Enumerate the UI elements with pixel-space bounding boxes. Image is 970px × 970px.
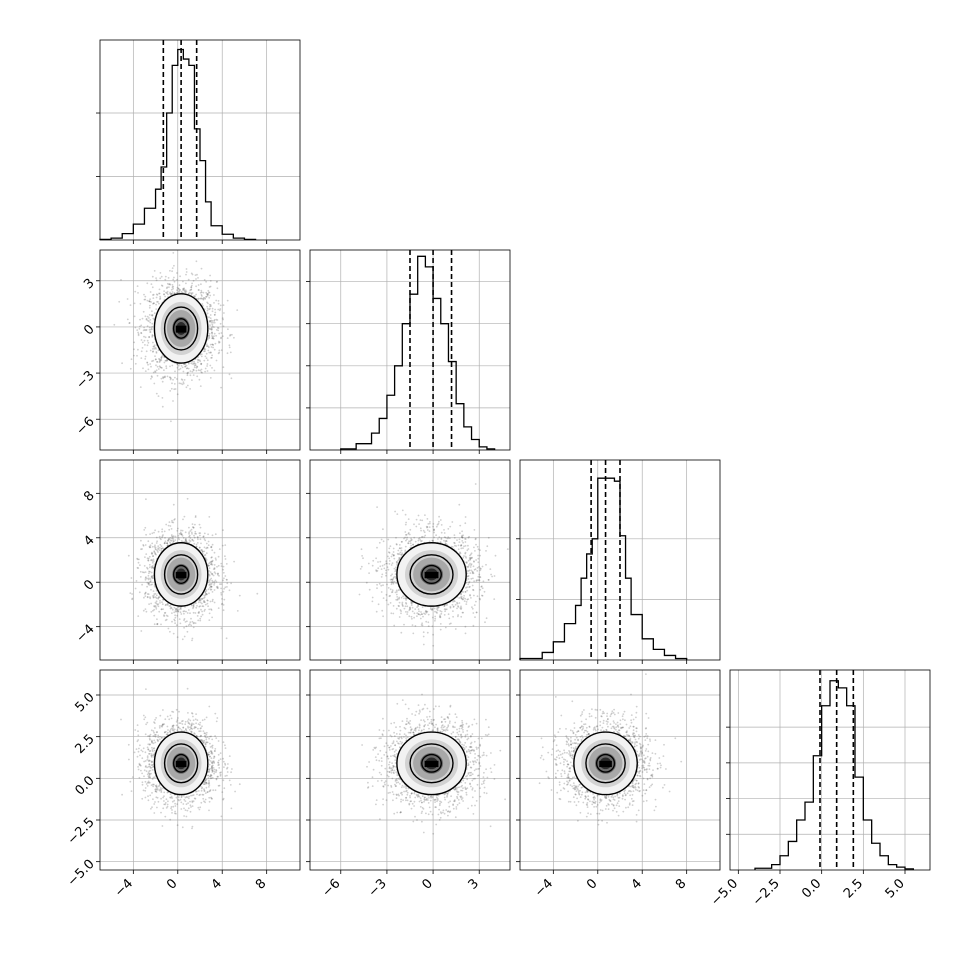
x-tick-label: −2.5 <box>750 876 783 909</box>
scatter-panel-frame <box>309 669 511 871</box>
x-tick-label: 4 <box>629 876 645 892</box>
contour-line <box>573 731 638 796</box>
histogram-step <box>340 255 496 450</box>
y-tick-label: 0.0 <box>72 773 97 798</box>
x-tick-label: 3 <box>466 876 482 892</box>
y-tick-label: 2.5 <box>72 732 97 757</box>
density-core <box>424 571 439 579</box>
contour-line <box>421 753 442 773</box>
scatter-panel-frame <box>519 669 721 871</box>
scatter-panel-frame <box>309 459 511 661</box>
hist-panel-2 <box>306 249 511 454</box>
contour-line <box>585 743 626 784</box>
contour-line <box>421 564 442 585</box>
y-tick-label: 8 <box>81 488 97 504</box>
density-core <box>424 760 439 768</box>
contour-line <box>163 743 199 784</box>
x-tick-label: −6 <box>319 876 343 900</box>
x-tick-label: 8 <box>673 876 689 892</box>
hist-panel-1 <box>96 39 301 244</box>
hist-panel-frame <box>519 459 721 661</box>
scatter-panel-3-1: −4 0 4 8 <box>73 459 301 664</box>
density-core <box>175 325 187 333</box>
contour-line <box>163 554 199 595</box>
scatter-panel-frame <box>99 249 301 451</box>
scatter-panel-frame <box>99 669 301 871</box>
contour-line <box>595 753 616 773</box>
x-tick-label: 4 <box>209 876 225 892</box>
contour-line <box>172 318 190 339</box>
contour-line <box>153 731 209 796</box>
scatter-panel-4-2: −6 −3 0 3 <box>306 669 511 900</box>
x-tick-label: 0 <box>419 876 435 892</box>
y-tick-label: 0 <box>81 322 97 338</box>
contour-line <box>153 542 209 607</box>
x-tick-label: −3 <box>366 876 390 900</box>
scatter-panel-2-1: −6 −3 0 3 <box>73 249 301 454</box>
x-tick-label: 0 <box>164 876 180 892</box>
histogram-step <box>754 680 914 870</box>
contour-line <box>172 564 190 585</box>
density-core <box>175 571 187 579</box>
scatter-panel-4-1: −4 0 4 8 −5.0 −2.5 0.0 2.5 5.0 <box>65 669 301 900</box>
contour-line <box>163 306 199 351</box>
y-tick-label: 5.0 <box>72 690 97 715</box>
hist-panel-3 <box>516 459 721 664</box>
contour-line <box>409 743 454 784</box>
density-core <box>175 760 187 768</box>
x-tick-label: 5.0 <box>883 876 908 901</box>
x-tick-label: −4 <box>532 876 556 900</box>
scatter-panel-3-2 <box>306 459 511 664</box>
contour-line <box>396 542 467 607</box>
x-tick-label: −4 <box>112 876 136 900</box>
density-core <box>599 760 612 768</box>
y-tick-label: −5.0 <box>65 857 98 890</box>
scatter-panel-4-3: −4 0 4 8 <box>516 669 721 900</box>
x-tick-label: −5.0 <box>708 876 741 909</box>
contour-line <box>409 554 454 595</box>
contour-line <box>396 731 467 796</box>
x-tick-label: 0 <box>584 876 600 892</box>
x-tick-label: 2.5 <box>841 876 866 901</box>
y-tick-label: −4 <box>73 622 97 646</box>
hist-panel-frame <box>99 39 301 241</box>
hist-panel-frame <box>309 249 511 451</box>
contour-line <box>153 293 209 364</box>
y-tick-label: 3 <box>81 276 97 292</box>
y-tick-label: −2.5 <box>65 815 98 848</box>
y-tick-label: 4 <box>81 533 97 549</box>
histogram-step <box>519 477 688 660</box>
y-tick-label: −6 <box>73 414 97 438</box>
x-tick-label: 8 <box>253 876 269 892</box>
x-tick-label: 0.0 <box>799 876 824 901</box>
contour-line <box>172 753 190 773</box>
scatter-panel-frame <box>99 459 301 661</box>
y-tick-label: −3 <box>73 368 97 392</box>
hist-panel-frame <box>729 669 931 871</box>
y-tick-label: 0 <box>81 577 97 593</box>
hist-panel-4: −5.0 −2.5 0.0 2.5 5.0 <box>708 669 931 909</box>
